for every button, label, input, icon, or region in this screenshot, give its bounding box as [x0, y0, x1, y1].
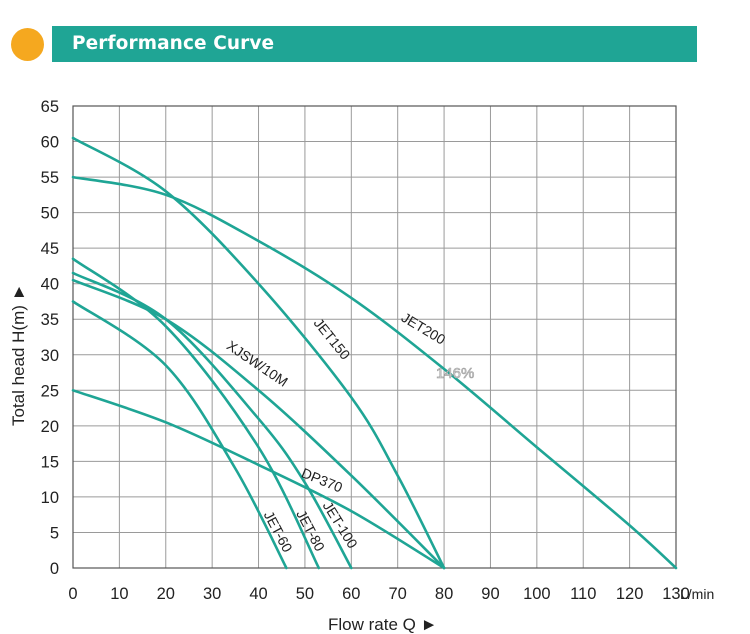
y-tick-label: 45 — [41, 240, 59, 258]
curve-label-jet-60: JET-60 — [261, 508, 296, 555]
curve-xjsw-10m — [71, 278, 446, 570]
x-tick-label: 110 — [570, 585, 596, 603]
y-tick-label: 0 — [50, 560, 59, 578]
annotation-146-percent: 146% — [436, 365, 474, 382]
tick-labels: 0 10 20 30 40 50 60 70 80 90 100 110 120 130 0 5 10 15 20 2… — [41, 98, 690, 603]
y-tick-label: 50 — [41, 205, 59, 223]
x-axis-title: Flow rate Q ► — [328, 615, 437, 634]
y-tick-label: 40 — [41, 276, 59, 294]
x-tick-label: 90 — [481, 585, 499, 603]
y-tick-label: 5 — [50, 524, 59, 542]
curve-jet150 — [71, 136, 446, 570]
x-tick-label: 60 — [342, 585, 360, 603]
x-tick-label: 0 — [68, 585, 77, 603]
y-tick-label: 35 — [41, 311, 59, 329]
x-tick-label: 50 — [296, 585, 314, 603]
y-tick-label: 65 — [41, 98, 59, 116]
curve-label-jet200: JET200 — [399, 309, 449, 348]
y-tick-label: 20 — [41, 418, 59, 436]
y-axis-title: Total head H(m) ► — [9, 284, 28, 426]
y-tick-label: 25 — [41, 382, 59, 400]
x-tick-label: 10 — [110, 585, 128, 603]
x-tick-label: 100 — [523, 585, 551, 603]
curve-label-jet150: JET150 — [311, 315, 354, 363]
x-tick-label: 20 — [157, 585, 175, 603]
y-tick-label: 55 — [41, 169, 59, 187]
curves — [71, 136, 678, 570]
x-tick-label: 80 — [435, 585, 453, 603]
x-tick-label: 30 — [203, 585, 221, 603]
curve-dp370 — [71, 389, 446, 570]
curve-jet200 — [71, 175, 678, 570]
plot-frame — [72, 105, 677, 569]
curve-label-dp370: DP370 — [299, 465, 345, 496]
x-tick-label: 120 — [616, 585, 644, 603]
header-bar — [52, 26, 697, 62]
y-tick-label: 60 — [41, 134, 59, 152]
y-tick-label: 15 — [41, 453, 59, 471]
y-tick-label: 30 — [41, 347, 59, 365]
curve-label-xjsw-10m: XJSW/10M — [224, 337, 291, 389]
x-tick-label: 70 — [389, 585, 407, 603]
grid — [72, 105, 677, 569]
x-axis-unit: L/min — [680, 586, 714, 602]
x-tick-label: 130 — [662, 585, 690, 603]
curve-jet-80 — [71, 257, 321, 570]
y-tick-label: 10 — [41, 489, 59, 507]
x-tick-label: 40 — [249, 585, 267, 603]
chart-title: Performance Curve — [72, 33, 275, 54]
curve-jet-60 — [71, 300, 288, 570]
header-dot-icon — [11, 28, 44, 61]
